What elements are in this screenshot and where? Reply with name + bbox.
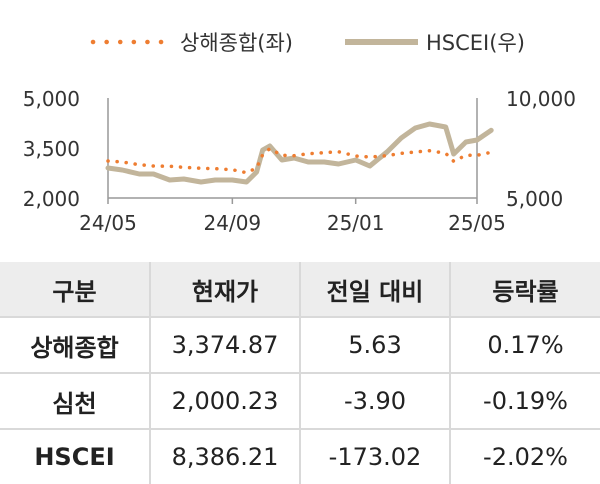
legend-label-shanghai: 상해종합(좌) <box>180 31 293 55</box>
x-tick-label: 25/01 <box>327 211 385 235</box>
row-name: 심천 <box>0 373 150 430</box>
y-left-tick-label: 3,500 <box>23 137 80 161</box>
series-line-hscei <box>105 121 494 185</box>
series-line-shanghai <box>106 146 493 175</box>
index-table: 구분 현재가 전일 대비 등락률 상해종합 3,374.87 5.63 0.17… <box>0 262 600 484</box>
table-row: HSCEI 8,386.21 -173.02 -2.02% <box>0 429 600 484</box>
row-change: 5.63 <box>299 317 450 374</box>
row-change-rate: 0.17% <box>449 317 600 374</box>
x-tick-label: 24/05 <box>79 211 137 235</box>
chart-axes <box>107 98 478 199</box>
y-left-tick-label: 5,000 <box>23 87 80 111</box>
row-change-rate: -0.19% <box>449 373 600 430</box>
row-name: HSCEI <box>34 443 115 471</box>
y-left-tick-label: 2,000 <box>23 187 80 211</box>
header-price: 현재가 <box>149 262 300 318</box>
row-change-rate: -2.02% <box>449 429 600 484</box>
row-price: 3,374.87 <box>149 317 300 374</box>
table-row: 심천 2,000.23 -3.90 -0.19% <box>0 373 600 430</box>
table-row: 상해종합 3,374.87 5.63 0.17% <box>0 317 600 374</box>
row-name: 상해종합 <box>0 317 150 374</box>
row-change: -3.90 <box>299 373 450 430</box>
header-change: 전일 대비 <box>299 262 450 318</box>
x-tick-label: 24/09 <box>204 211 262 235</box>
chart-legend: 상해종합(좌) HSCEI(우) <box>90 31 525 55</box>
table-header-row: 구분 현재가 전일 대비 등락률 <box>0 262 600 318</box>
y-right-tick-label: 5,000 <box>506 187 563 211</box>
y-right-tick-label: 10,000 <box>506 87 576 111</box>
index-line-chart: 상해종합(좌) HSCEI(우) 2,000 3,500 5,000 5,000 10,… <box>23 31 576 235</box>
row-price: 2,000.23 <box>149 373 300 430</box>
legend-label-hscei: HSCEI(우) <box>426 31 525 55</box>
header-category: 구분 <box>0 262 150 318</box>
row-price: 8,386.21 <box>149 429 300 484</box>
header-change-rate: 등락률 <box>449 262 600 318</box>
row-change: -173.02 <box>299 429 450 484</box>
x-tick-label: 25/05 <box>448 211 506 235</box>
